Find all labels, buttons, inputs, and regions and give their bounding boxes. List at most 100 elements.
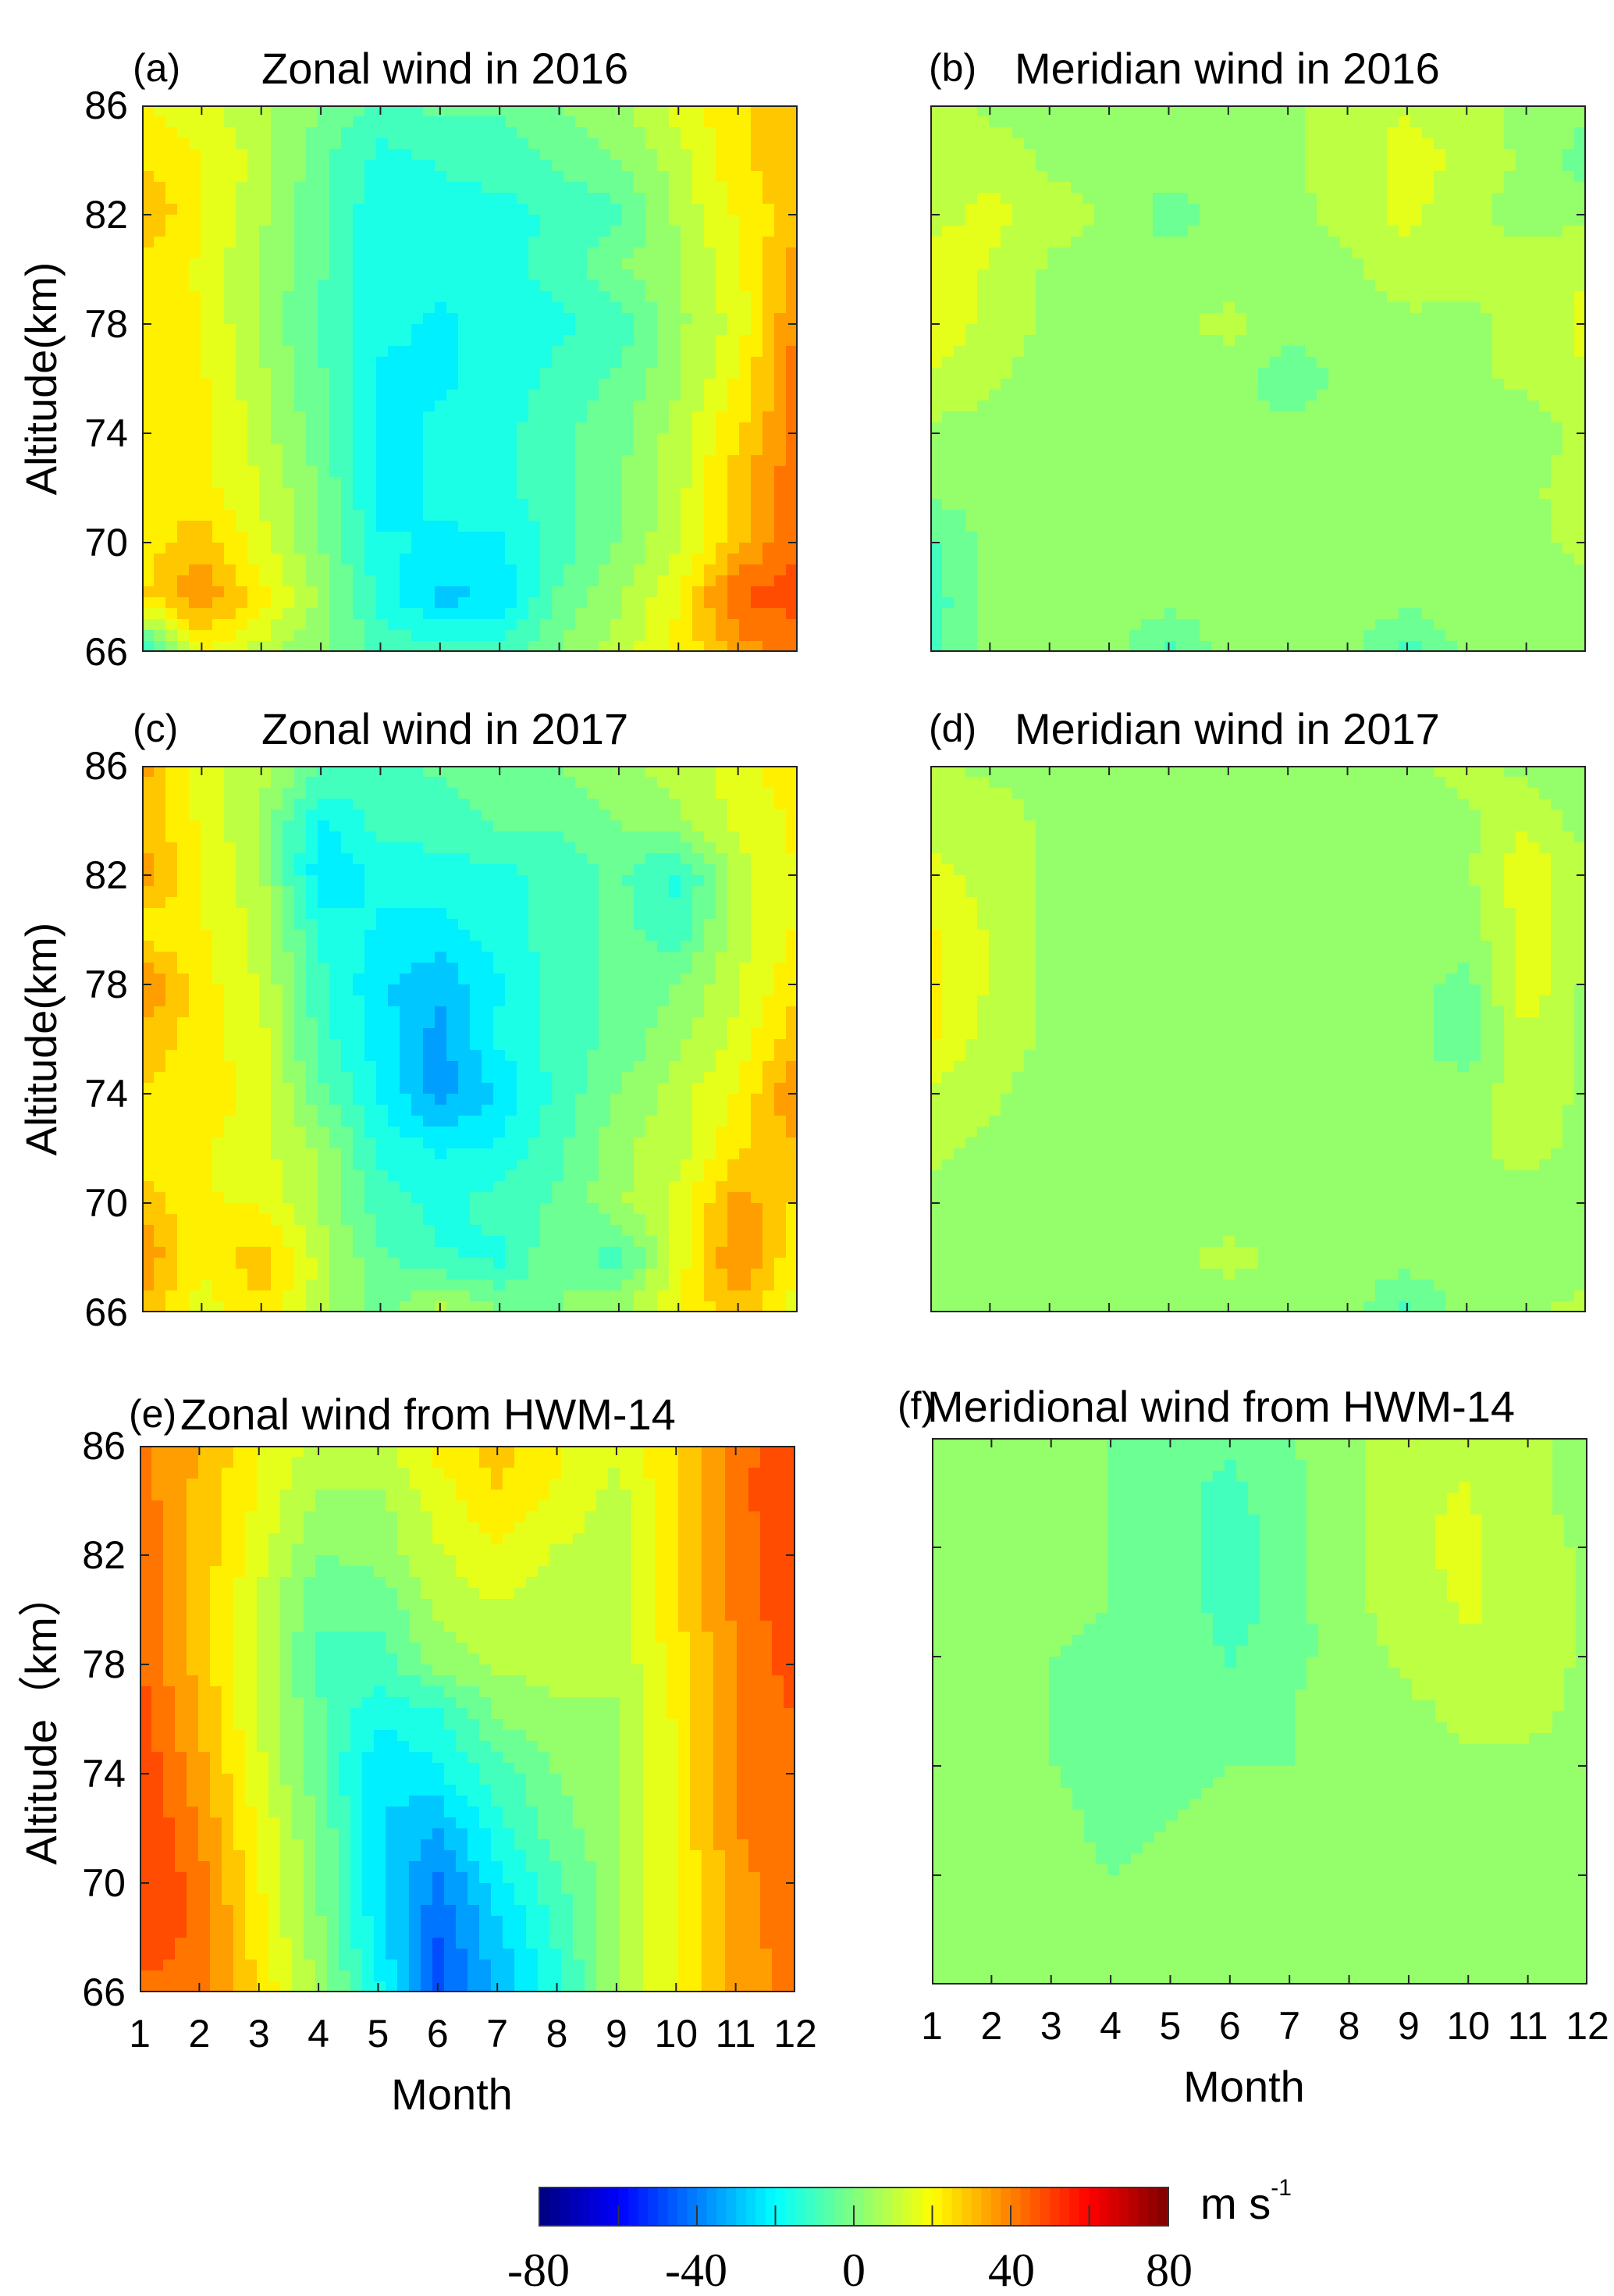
contour-cell <box>329 379 342 390</box>
contour-cell <box>154 182 166 194</box>
contour-cell <box>1527 477 1540 489</box>
contour-cell <box>1574 368 1586 379</box>
contour-cell <box>634 411 646 423</box>
contour-cell <box>142 368 155 379</box>
contour-cell <box>224 258 236 270</box>
contour-cell <box>493 619 506 631</box>
contour-cell <box>1059 368 1072 379</box>
contour-cell <box>1539 105 1552 117</box>
contour-cell <box>189 247 201 259</box>
contour-cell <box>400 324 412 336</box>
contour-cell <box>1328 444 1341 456</box>
contour-cell <box>1410 280 1423 292</box>
contour-cell <box>727 521 740 532</box>
contour-cell <box>1176 138 1189 150</box>
contour-cell <box>1328 510 1341 521</box>
contour-cell <box>1375 171 1388 183</box>
contour-cell <box>1551 488 1563 500</box>
contour-cell <box>1352 280 1364 292</box>
contour-cell <box>224 149 236 161</box>
contour-cell <box>1176 105 1189 117</box>
contour-cell <box>446 357 459 368</box>
contour-cell <box>965 258 978 270</box>
contour-cell <box>388 510 400 521</box>
contour-cell <box>1164 280 1177 292</box>
contour-cell <box>154 543 166 554</box>
contour-cell <box>388 422 400 434</box>
contour-cell <box>1399 116 1411 128</box>
contour-cell <box>552 247 564 259</box>
contour-cell <box>977 346 990 358</box>
contour-cell <box>1340 335 1353 347</box>
contour-cell <box>458 335 471 347</box>
contour-cell <box>400 247 412 259</box>
contour-cell <box>540 597 553 609</box>
contour-cell <box>1012 247 1025 259</box>
contour-cell <box>294 368 307 379</box>
contour-cell <box>329 510 342 521</box>
contour-cell <box>1434 138 1446 150</box>
contour-cell <box>954 116 966 128</box>
contour-cell <box>587 554 599 565</box>
contour-cell <box>954 433 966 445</box>
contour-cell <box>177 608 190 620</box>
contour-cell <box>977 324 990 336</box>
contour-cell <box>727 160 740 172</box>
contour-cell <box>1001 422 1013 434</box>
contour-cell <box>1012 346 1025 358</box>
contour-cell <box>376 564 389 576</box>
contour-cell <box>1211 411 1224 423</box>
contour-cell <box>1083 324 1095 336</box>
contour-cell <box>599 597 611 609</box>
contour-cell <box>271 247 283 259</box>
contour-cell <box>1176 226 1189 237</box>
contour-cell <box>224 269 236 281</box>
contour-cell <box>704 400 716 412</box>
contour-cell <box>1375 313 1388 325</box>
contour-cell <box>1188 116 1200 128</box>
contour-cell <box>1293 269 1306 281</box>
contour-cell <box>954 127 966 139</box>
contour-cell <box>1223 171 1235 183</box>
contour-cell <box>1176 488 1189 500</box>
contour-cell <box>1340 422 1353 434</box>
contour-cell <box>1574 390 1586 401</box>
contour-cell <box>177 226 190 237</box>
contour-cell <box>1141 499 1154 511</box>
contour-cell <box>1469 215 1481 226</box>
contour-cell <box>1024 499 1036 511</box>
contour-cell <box>1410 237 1423 248</box>
contour-cell <box>1539 379 1552 390</box>
contour-cell <box>716 630 728 642</box>
contour-cell <box>1422 182 1434 194</box>
contour-cell <box>1340 444 1353 456</box>
contour-cell <box>1200 291 1212 303</box>
contour-cell <box>1340 291 1353 303</box>
contour-cell <box>376 554 389 565</box>
contour-cell <box>587 466 599 478</box>
contour-cell <box>739 379 752 390</box>
contour-cell <box>1024 324 1036 336</box>
contour-cell <box>212 313 225 325</box>
contour-cell <box>1153 488 1165 500</box>
contour-cell <box>1071 193 1083 205</box>
contour-cell <box>341 477 354 489</box>
contour-cell <box>669 510 681 521</box>
contour-cell <box>774 488 787 500</box>
contour-cell <box>1176 258 1189 270</box>
contour-cell <box>599 543 611 554</box>
contour-cell <box>517 477 529 489</box>
contour-cell <box>341 368 354 379</box>
contour-cell <box>1317 226 1329 237</box>
contour-cell <box>165 554 178 565</box>
contour-cell <box>1305 138 1317 150</box>
contour-cell <box>142 444 155 456</box>
contour-cell <box>470 160 482 172</box>
contour-cell <box>622 444 635 456</box>
contour-cell <box>517 444 529 456</box>
contour-cell <box>599 477 611 489</box>
contour-cell <box>482 346 494 358</box>
contour-cell <box>1200 105 1212 117</box>
contour-cell <box>622 280 635 292</box>
contour-cell <box>1258 379 1271 390</box>
